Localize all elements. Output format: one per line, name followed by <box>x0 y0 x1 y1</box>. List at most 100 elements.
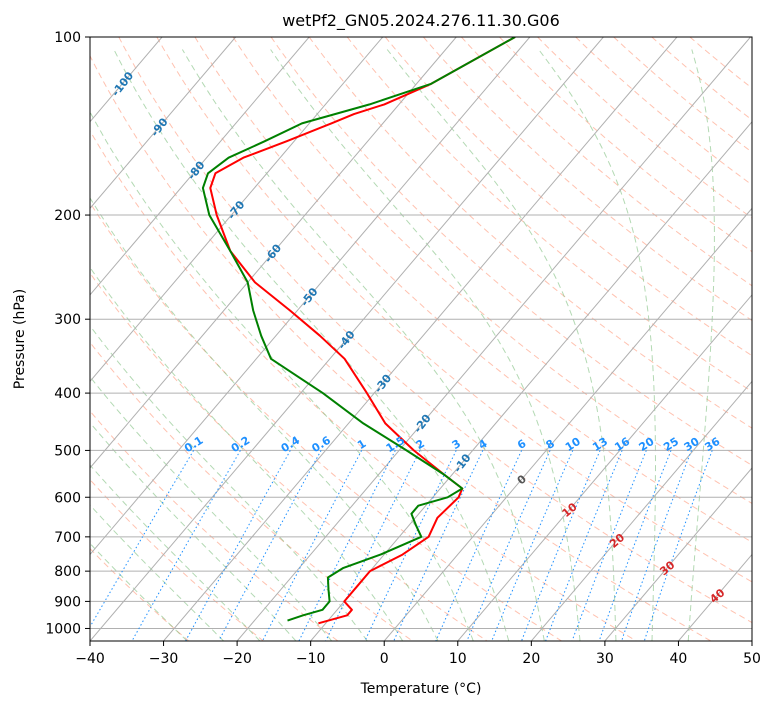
mixing-ratio-label: 10 <box>563 435 583 454</box>
dry-adiabat <box>90 410 339 641</box>
y-tick-label: 200 <box>54 208 81 224</box>
mixing-ratio-label: 1.5 <box>384 434 407 455</box>
isotherm-line <box>530 380 752 641</box>
y-tick-label: 1000 <box>45 621 81 637</box>
dry-adiabat <box>90 272 488 641</box>
dry-adiabat <box>423 37 752 322</box>
dry-adiabat <box>90 478 264 641</box>
grid-lines <box>90 37 752 641</box>
dry-adiabat <box>90 341 413 641</box>
isotherm-line <box>163 37 678 641</box>
chart-title: wetPf2_GN05.2024.276.11.30.G06 <box>282 11 560 31</box>
moist-adiabat <box>90 375 333 641</box>
mixing-ratio-label: 25 <box>661 435 681 454</box>
isotherm-line <box>751 640 752 641</box>
mixing-ratio-label: 13 <box>590 435 610 454</box>
y-axis: 100 200 300 400 500 600 700 800 900 1000 <box>45 30 90 637</box>
dry-adiabat <box>194 37 752 543</box>
mixing-ratio-line <box>491 450 574 641</box>
x-tick-label: 20 <box>522 651 540 667</box>
moist-adiabat <box>90 324 368 641</box>
moist-adiabat <box>687 49 715 641</box>
y-tick-label: 300 <box>54 312 81 328</box>
x-tick-label: −10 <box>296 651 326 667</box>
x-tick-label: 50 <box>743 651 761 667</box>
y-tick-label: 500 <box>54 443 81 459</box>
mixing-ratio-label: 36 <box>702 435 722 454</box>
x-tick-label: −30 <box>149 651 179 667</box>
moist-adiabat <box>90 504 224 641</box>
isotherm-line <box>90 37 237 210</box>
mixing-ratio-line <box>621 450 692 641</box>
x-tick-label: −40 <box>75 651 105 667</box>
isotherm-line <box>236 37 751 641</box>
y-tick-label: 400 <box>54 386 81 402</box>
dry-adiabat <box>575 37 752 186</box>
mixing-ratio-line <box>466 450 551 641</box>
mixing-ratio-line <box>131 450 241 641</box>
mixing-ratio-label: 0.6 <box>310 434 334 456</box>
x-tick-label: 30 <box>596 651 614 667</box>
mixing-ratio-line <box>435 450 523 641</box>
y-tick-label: 800 <box>54 564 81 580</box>
mixing-ratio-line <box>218 450 322 641</box>
dry-adiabat <box>537 37 752 219</box>
y-tick-label: 900 <box>54 594 81 610</box>
isotherm-line <box>383 207 752 641</box>
mixing-ratio-label: 4 <box>476 437 490 452</box>
isotherm-line <box>604 467 752 641</box>
dry-adiabat <box>651 37 752 121</box>
isotherm-line <box>310 121 752 641</box>
moist-adiabat <box>181 49 545 641</box>
y-axis-label: Pressure (hPa) <box>12 289 28 389</box>
mixing-ratio-label: 3 <box>450 437 463 452</box>
mixing-ratio-line <box>185 450 291 641</box>
moist-adiabat <box>113 49 510 641</box>
mixing-ratio-line <box>325 450 421 641</box>
isotherm-line <box>457 294 752 641</box>
mixing-ratio-label: 0.2 <box>229 434 252 455</box>
dry-adiabat <box>689 37 752 89</box>
y-tick-label: 100 <box>54 30 81 46</box>
moist-adiabat <box>90 422 297 641</box>
dry-adiabat <box>156 37 752 583</box>
moist-adiabat <box>90 110 474 641</box>
dry-adiabat <box>308 37 752 429</box>
mixing-ratio-line <box>90 450 195 628</box>
mixing-ratio-line <box>364 450 457 641</box>
isotherm-line <box>90 37 310 296</box>
x-tick-label: −20 <box>222 651 252 667</box>
plot-area: 0.1 0.2 0.4 0.6 1 1.5 2 3 4 6 8 10 13 16 20 25 30 36-100-… <box>90 37 752 641</box>
dry-adiabat <box>118 37 752 624</box>
x-axis: −40 −30 −20 −10 0 10 20 30 40 50 <box>75 641 761 667</box>
x-axis-label: Temperature (°C) <box>360 681 482 697</box>
plot-frame <box>89 36 753 642</box>
mixing-ratio-label: 16 <box>612 435 632 454</box>
mixing-ratio-label: 20 <box>637 435 657 454</box>
moist-adiabats <box>90 49 715 641</box>
temperature-line <box>209 37 516 625</box>
moist-adiabat <box>538 49 656 641</box>
isotherm-line <box>90 37 457 469</box>
dewpoint-line <box>201 37 516 622</box>
line-labels: 0.1 0.2 0.4 0.6 1 1.5 2 3 4 6 8 10 13 16 20 25 30 36-100-… <box>109 69 728 606</box>
sounding-series <box>201 37 516 625</box>
isotherm-line <box>90 37 531 556</box>
mixing-ratio-label: 30 <box>682 435 702 454</box>
dry-adiabat <box>499 37 752 253</box>
x-tick-label: 0 <box>380 651 389 667</box>
mixing-ratio-lines <box>90 450 713 641</box>
isotherm-line <box>90 37 604 641</box>
y-tick-label: 600 <box>54 490 81 506</box>
x-tick-label: 40 <box>670 651 688 667</box>
mixing-ratio-line <box>643 450 713 641</box>
dry-adiabat <box>232 37 752 505</box>
isotherm-line <box>90 37 384 383</box>
moist-adiabat <box>90 197 439 641</box>
isotherm-label: -100 <box>109 69 136 99</box>
moist-adiabat <box>90 464 261 641</box>
moist-adiabat <box>386 49 617 641</box>
mixing-ratio-line <box>393 450 484 641</box>
isotherm-line <box>678 553 752 641</box>
